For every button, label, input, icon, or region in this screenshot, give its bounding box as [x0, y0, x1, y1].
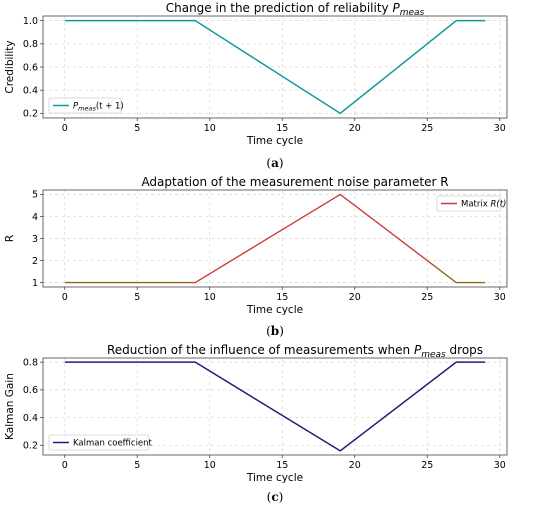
y-tick-label: 2 — [32, 256, 38, 267]
y-axis-label: Credibility — [4, 40, 16, 93]
y-tick-label: 1.0 — [23, 16, 38, 27]
chart-title: Adaptation of the measurement noise para… — [141, 175, 448, 189]
x-tick-label: 5 — [134, 292, 140, 303]
y-tick-label: 5 — [32, 190, 38, 201]
grid — [43, 16, 507, 118]
x-tick-label: 10 — [204, 460, 216, 471]
chart-title-var: P — [414, 343, 422, 357]
legend-box — [436, 195, 502, 212]
x-tick-label: 25 — [421, 292, 433, 303]
x-tick-label: 15 — [276, 123, 288, 134]
x-tick-label: 5 — [134, 460, 140, 471]
caption-b: (b) — [266, 324, 284, 338]
y-tick-label: 0.8 — [23, 357, 38, 368]
legend: Matrix R(t) — [436, 195, 506, 212]
legend-label: Matrix R(t) — [461, 200, 506, 210]
chart-panel-c: Reduction of the influence of measuremen… — [4, 343, 508, 504]
x-tick-label: 0 — [62, 460, 68, 471]
y-tick-label: 0.6 — [23, 385, 38, 396]
x-tick-label: 30 — [494, 123, 506, 134]
x-tick-label: 10 — [204, 123, 216, 134]
y-axis-label: R — [4, 235, 16, 242]
series-line-pmeas — [64, 19, 486, 115]
caption-c-letter: c — [271, 490, 278, 504]
legend-box — [48, 434, 150, 451]
x-tick-label: 0 — [62, 123, 68, 134]
x-tick-label: 25 — [421, 123, 433, 134]
grid — [43, 190, 507, 287]
x-tick-label: 5 — [134, 123, 140, 134]
x-tick-label: 30 — [494, 460, 506, 471]
caption-c: (c) — [267, 490, 284, 504]
chart-panel-b: Adaptation of the measurement noise para… — [4, 175, 508, 338]
x-tick-label: 30 — [494, 292, 506, 303]
y-tick-label: 3 — [32, 234, 38, 245]
chart-title-var-sub: meas — [421, 350, 446, 360]
legend-label-var: P — [73, 102, 79, 112]
chart-panel-a: Change in the prediction of reliability … — [4, 1, 508, 170]
y-axis-label: Kalman Gain — [4, 373, 16, 440]
y-tick-label: 0.4 — [23, 413, 38, 424]
chart-title-text: Change in the prediction of reliability — [166, 1, 389, 15]
chart-title-text: Reduction of the influence of measuremen… — [107, 343, 410, 357]
y-tick-label: 4 — [32, 212, 38, 223]
x-tick-label: 20 — [349, 292, 361, 303]
caption-a-letter: a — [271, 156, 279, 170]
x-tick-label: 10 — [204, 292, 216, 303]
caption-b-letter: b — [271, 324, 279, 338]
legend-label-suffix: (t + 1) — [96, 102, 124, 112]
x-tick-label: 0 — [62, 292, 68, 303]
x-tick-label: 25 — [421, 460, 433, 471]
y-tick-label: 0.2 — [23, 109, 38, 120]
x-tick-label: 20 — [349, 460, 361, 471]
chart-title-suffix: drops — [450, 343, 484, 357]
ticks: 0 5 10 15 20 25 30 0.2 0.4 0.6 0.8 — [23, 357, 506, 471]
x-tick-label: 15 — [276, 460, 288, 471]
x-axis-label: Time cycle — [246, 472, 303, 484]
legend-label-italic: R(t) — [490, 200, 506, 210]
chart-title: Change in the prediction of reliability … — [166, 1, 425, 18]
legend-box — [48, 97, 122, 114]
caption-a: (a) — [266, 156, 283, 170]
chart-title: Reduction of the influence of measuremen… — [107, 343, 483, 360]
y-tick-label: 0.8 — [23, 39, 38, 50]
legend-label-sub: meas — [78, 105, 96, 113]
x-axis-label: Time cycle — [246, 304, 303, 316]
chart-title-var: P — [392, 1, 400, 15]
x-axis-label: Time cycle — [246, 135, 303, 147]
plot-frame — [42, 357, 508, 456]
ticks: 0 5 10 15 20 25 30 1 2 3 4 5 — [32, 190, 506, 303]
legend-label: Kalman coefficient — [73, 439, 153, 449]
x-tick-label: 15 — [276, 292, 288, 303]
series-line-r — [64, 193, 486, 284]
y-tick-label: 0.2 — [23, 441, 38, 452]
y-tick-label: 1 — [32, 278, 38, 289]
legend-label-text: Matrix — [461, 200, 488, 210]
series-line-kalman — [64, 361, 486, 452]
y-tick-label: 0.4 — [23, 85, 38, 96]
chart-title-var-sub: meas — [400, 8, 425, 18]
legend: Pmeas(t + 1) — [48, 97, 124, 114]
legend: Kalman coefficient — [48, 434, 153, 451]
y-tick-label: 0.6 — [23, 62, 38, 73]
x-tick-label: 20 — [349, 123, 361, 134]
ticks: 0 5 10 15 20 25 30 0.2 0.4 0.6 0.8 1.0 — [23, 16, 506, 134]
legend-label: Pmeas(t + 1) — [73, 102, 124, 113]
